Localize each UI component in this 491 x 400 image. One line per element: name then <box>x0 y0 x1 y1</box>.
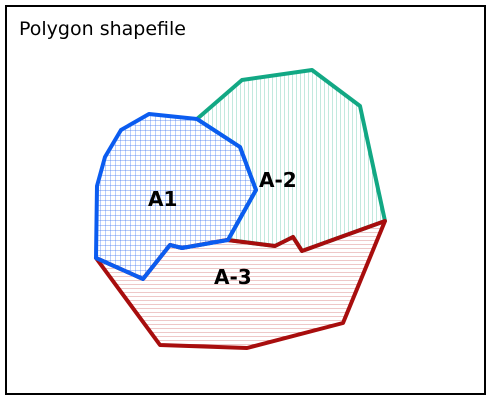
figure-title: Polygon shapefile <box>19 18 186 40</box>
label-a-2: A-2 <box>259 168 297 192</box>
label-a-3: A-3 <box>214 265 252 289</box>
label-a1: A1 <box>148 187 177 211</box>
polygon-a1-shape <box>94 112 258 281</box>
polygon-a1 <box>94 112 258 281</box>
